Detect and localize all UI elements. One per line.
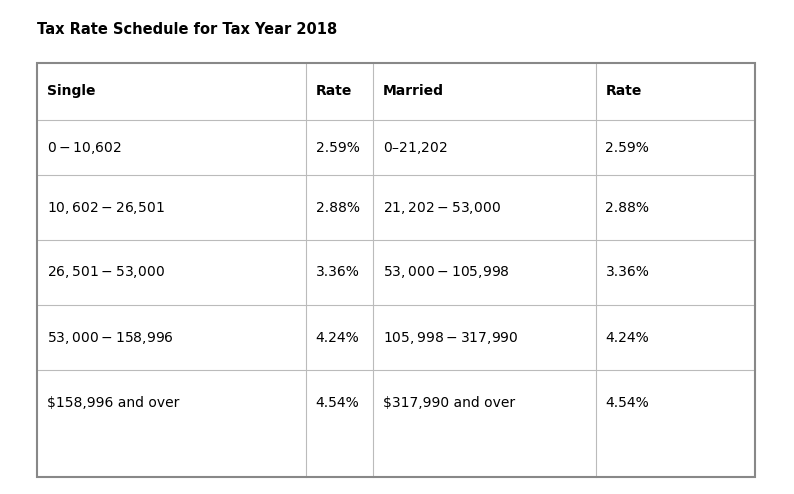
Text: Rate: Rate [606,84,642,98]
Text: $0 – $21,202: $0 – $21,202 [384,139,448,156]
Text: Tax Rate Schedule for Tax Year 2018: Tax Rate Schedule for Tax Year 2018 [37,23,337,38]
Text: 4.54%: 4.54% [316,396,360,410]
Text: $26,501 - $53,000: $26,501 - $53,000 [48,264,165,281]
Text: $0 - $10,602: $0 - $10,602 [48,139,122,156]
Text: 3.36%: 3.36% [316,265,360,280]
Text: 2.59%: 2.59% [316,140,360,155]
Text: 2.88%: 2.88% [316,201,360,214]
Text: $21,202 - $53,000: $21,202 - $53,000 [384,200,501,215]
Text: 3.36%: 3.36% [606,265,649,280]
Text: 2.59%: 2.59% [606,140,649,155]
Text: Single: Single [48,84,96,98]
Text: $158,996 and over: $158,996 and over [48,396,179,410]
Text: $53,000 - $105,998: $53,000 - $105,998 [384,264,510,281]
Text: 4.24%: 4.24% [316,330,360,344]
Text: $10,602 - $26,501: $10,602 - $26,501 [48,200,165,215]
Text: Married: Married [384,84,444,98]
Text: 4.24%: 4.24% [606,330,649,344]
Text: 4.54%: 4.54% [606,396,649,410]
Bar [37,63,755,477]
Text: $317,990 and over: $317,990 and over [384,396,515,410]
Text: $53,000 - $158,996: $53,000 - $158,996 [48,329,174,345]
Text: 2.88%: 2.88% [606,201,649,214]
Text: Rate: Rate [316,84,352,98]
Text: $105,998 - $317,990: $105,998 - $317,990 [384,329,518,345]
